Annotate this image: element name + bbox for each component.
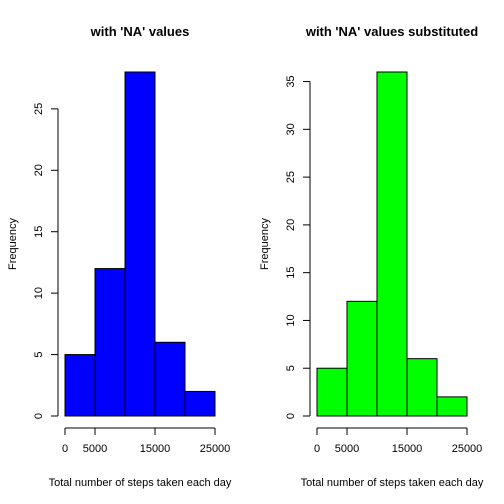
y-tick-label: 15	[285, 267, 297, 279]
histogram-bar	[184, 390, 216, 417]
histogram-bar	[436, 396, 468, 417]
y-axis-label: Frequency	[259, 218, 271, 270]
y-tick-label: 0	[285, 413, 297, 419]
chart-title: with 'NA' values substituted	[305, 24, 478, 39]
histogram-bar	[406, 358, 438, 417]
x-tick-label: 25000	[452, 443, 483, 455]
y-axis-label: Frequency	[7, 218, 19, 270]
histogram-panel-substituted: with 'NA' values substituted 0 5 10 15 20 25 30…	[259, 24, 484, 489]
x-tick-label: 15000	[140, 443, 171, 455]
y-tick-label: 20	[285, 219, 297, 231]
y-tick-label: 5	[33, 352, 45, 358]
x-tick-label: 5000	[335, 443, 359, 455]
y-tick-label: 5	[285, 365, 297, 371]
y-tick-label: 0	[33, 413, 45, 419]
x-tick-label: 25000	[200, 443, 231, 455]
x-tick-label: 15000	[392, 443, 423, 455]
histogram-bar	[94, 268, 126, 417]
y-tick-label: 25	[33, 103, 45, 115]
x-tick-label: 0	[62, 443, 68, 455]
histogram-bar	[64, 354, 96, 417]
x-axis-label: Total number of steps taken each day	[49, 477, 232, 489]
histogram-bar	[316, 367, 348, 417]
histogram-bar	[154, 341, 186, 417]
y-tick-label: 20	[33, 164, 45, 176]
x-tick-label: 0	[314, 443, 320, 455]
histogram-panel-na: with 'NA' values 0 5 10 15 20 25 0 5000 15000 2500…	[7, 24, 232, 489]
x-axis-label: Total number of steps taken each day	[301, 477, 484, 489]
histogram-bar	[346, 300, 378, 417]
histogram-bar	[124, 71, 156, 417]
chart-title: with 'NA' values	[90, 24, 190, 39]
y-tick-label: 10	[285, 314, 297, 326]
y-tick-label: 30	[285, 123, 297, 135]
histogram-bar	[376, 71, 408, 417]
y-tick-label: 10	[33, 287, 45, 299]
y-tick-label: 35	[285, 75, 297, 87]
y-tick-label: 25	[285, 171, 297, 183]
x-tick-label: 5000	[83, 443, 107, 455]
y-tick-label: 15	[33, 226, 45, 238]
